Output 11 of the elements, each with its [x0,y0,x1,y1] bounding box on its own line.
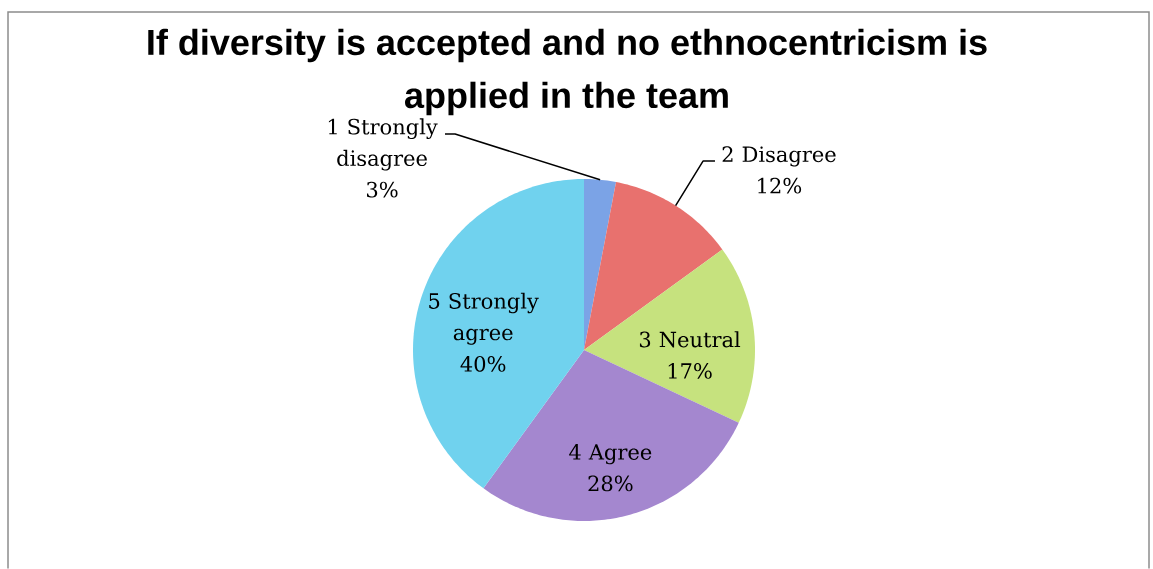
slice-label: 5 Strongly agree [429,292,539,345]
data-label: 28% [588,475,633,492]
slice-label: 3 Neutral [639,331,741,348]
data-label: 12% [758,177,802,194]
slice-label: 1 Strongly disagree [328,118,438,171]
slice-label: 2 Disagree [722,146,836,167]
data-label: 40% [460,355,506,372]
slice-label: 4 Agree [569,443,652,465]
chart-title: If diversity is accepted and no ethnocentricism is applied in the team [148,28,987,116]
data-label: 3% [366,181,398,198]
data-label: 17% [668,362,712,379]
